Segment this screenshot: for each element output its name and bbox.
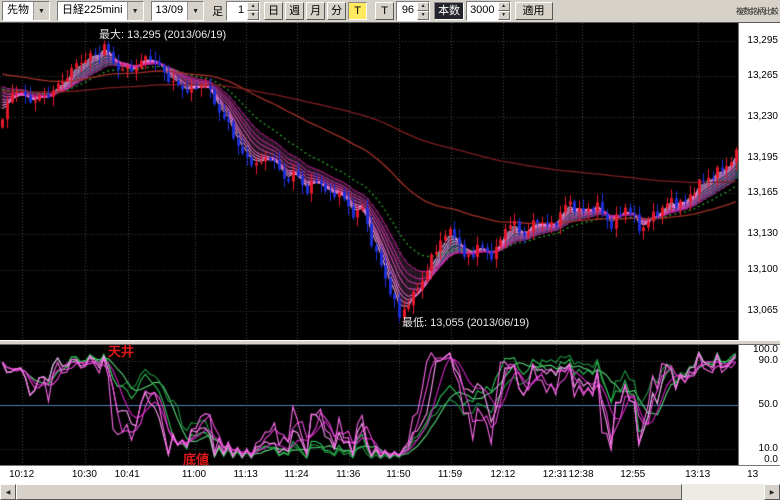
scrollbar-thumb[interactable] [16,484,682,500]
spin-up-icon[interactable]: ▲ [247,2,260,11]
indicator-axis-label: 10.0 [758,443,778,454]
min-price-annotation: 最低: 13,055 (2013/06/19) [402,317,530,329]
time-axis-label: 13 [747,469,759,480]
total-bars-value: 3000 [470,4,495,16]
time-axis: 10:12 10:30 10:41 11:00 11:13 11:24 11:36 11:50… [0,465,780,484]
time-axis-label: 11:50 [386,469,411,480]
t-button[interactable]: T [375,2,395,20]
indicator-axis-label: 0.0 [764,454,778,465]
spin-down-icon[interactable]: ▼ [247,11,260,20]
price-axis-label: 13,195 [747,152,778,164]
bars-mode-button[interactable]: 本数 [434,2,465,20]
spin-up-icon[interactable]: ▲ [497,2,510,11]
candlestick-chart-canvas[interactable] [0,23,738,340]
apply-button[interactable]: 適用 [514,2,553,20]
main-chart-panel: 最大: 13,295 (2013/06/19) 最低: 13,055 (2013… [0,23,780,340]
indicator-axis-label: 100.0 [752,344,778,355]
price-axis-label: 13,165 [747,187,778,199]
time-axis-label: 12:38 [568,469,594,480]
stochastic-chart-canvas[interactable] [0,345,738,465]
period-month-button[interactable]: 月 [306,2,326,20]
time-axis-label: 12:12 [490,469,516,480]
indicator-axis: 100.0 90.0 50.0 10.0 0.0 [738,344,780,465]
ceiling-annotation: 天井 [108,344,135,359]
time-axis-label: 10:41 [114,469,140,480]
spin-down-icon[interactable]: ▼ [417,11,430,20]
corner-text: 複数銘柄比較 [736,6,778,16]
indicator-axis-label: 90.0 [758,355,778,366]
bars-count-stepper[interactable]: 96 ▲ ▼ [396,1,431,21]
period-week-button[interactable]: 週 [285,2,305,20]
interval-label: 足 [212,6,224,18]
spin-down-icon[interactable]: ▼ [497,11,510,20]
instrument-type-combobox[interactable]: 先物 ▼ [2,1,50,21]
period-minute-button[interactable]: 分 [327,2,347,20]
interval-stepper[interactable]: 1 ▲ ▼ [226,1,261,21]
time-axis-label: 12:31 [542,469,568,480]
time-axis-label: 11:36 [336,469,361,480]
price-axis-label: 13,130 [747,228,778,240]
scroll-left-icon[interactable]: ◀ [0,484,16,500]
chevron-down-icon[interactable]: ▼ [33,2,49,20]
chevron-down-icon[interactable]: ▼ [126,2,143,20]
time-axis-label: 11:00 [181,469,207,480]
max-price-annotation: 最大: 13,295 (2013/06/19) [99,29,227,41]
time-axis-label: 10:12 [9,469,35,480]
panel-splitter[interactable] [0,340,780,345]
symbol-value: 日経225mini [62,4,123,16]
horizontal-scrollbar[interactable]: ◀ ▶ [0,484,780,500]
spin-up-icon[interactable]: ▲ [417,2,430,11]
bars-count-value: 96 [401,4,415,16]
chevron-down-icon[interactable]: ▼ [187,2,204,20]
indicator-axis-label: 50.0 [758,399,778,410]
toolbar: 先物 ▼ 日経225mini ▼ 13/09 ▼ 足 1 ▲ ▼ 日 週 月 分… [0,0,780,23]
time-axis-label: 11:59 [437,469,463,480]
time-axis-label: 11:24 [284,469,309,480]
scrollbar-track[interactable] [16,484,764,500]
price-axis-label: 13,295 [747,34,778,46]
price-axis-label: 13,265 [747,69,778,81]
price-axis-label: 13,230 [747,110,778,122]
scroll-right-icon[interactable]: ▶ [764,484,780,500]
price-axis-label: 13,065 [747,304,778,316]
contract-month-combobox[interactable]: 13/09 ▼ [150,1,205,21]
interval-value: 1 [237,4,245,16]
period-tick-button[interactable]: T [348,2,368,20]
time-axis-label: 13:13 [685,469,711,480]
period-day-button[interactable]: 日 [264,2,284,20]
price-axis-label: 13,100 [747,263,778,275]
instrument-type-value: 先物 [7,4,29,16]
time-axis-label: 10:30 [71,469,97,480]
symbol-combobox[interactable]: 日経225mini ▼ [57,1,144,21]
floor-annotation: 底値 [183,452,210,467]
time-axis-label: 12:55 [620,469,646,480]
price-axis: 13,295 13,265 13,230 13,195 13,165 13,130 13,1… [738,23,780,340]
indicator-panel: 天井 底値 100.0 90.0 50.0 10.0 0.0 [0,344,780,467]
time-axis-label: 11:13 [233,469,258,480]
contract-month-value: 13/09 [155,4,184,16]
total-bars-stepper[interactable]: 3000 ▲ ▼ [466,1,511,21]
